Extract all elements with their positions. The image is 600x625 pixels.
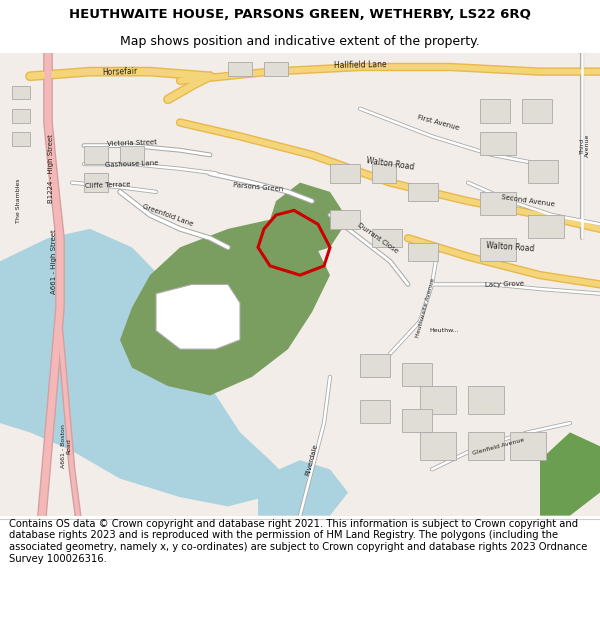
Text: Map shows position and indicative extent of the property.: Map shows position and indicative extent… <box>120 35 480 48</box>
Polygon shape <box>12 86 30 99</box>
Text: Heuthwaite Avenue: Heuthwaite Avenue <box>416 277 436 338</box>
Text: Glenfield Avenue: Glenfield Avenue <box>472 437 524 456</box>
Polygon shape <box>372 229 402 248</box>
Text: Second Avenue: Second Avenue <box>501 194 555 208</box>
Polygon shape <box>84 146 108 164</box>
Polygon shape <box>420 432 456 460</box>
Text: A661 - High Street: A661 - High Street <box>51 229 57 294</box>
Polygon shape <box>480 132 516 155</box>
Text: Gashouse Lane: Gashouse Lane <box>105 160 159 168</box>
Polygon shape <box>480 99 510 122</box>
Polygon shape <box>372 164 396 182</box>
Polygon shape <box>528 215 564 238</box>
Text: HEUTHWAITE HOUSE, PARSONS GREEN, WETHERBY, LS22 6RQ: HEUTHWAITE HOUSE, PARSONS GREEN, WETHERB… <box>69 8 531 21</box>
Text: Greenfold Lane: Greenfold Lane <box>142 203 194 227</box>
Text: First Avenue: First Avenue <box>416 114 460 131</box>
Polygon shape <box>540 432 600 516</box>
Text: B1224 - High Street: B1224 - High Street <box>48 134 54 203</box>
Polygon shape <box>0 229 288 506</box>
Text: Parsons Green: Parsons Green <box>233 182 283 192</box>
Polygon shape <box>468 432 504 460</box>
Polygon shape <box>12 109 30 122</box>
Polygon shape <box>258 460 348 516</box>
Text: Riverdale: Riverdale <box>305 444 319 477</box>
Text: Horsefair: Horsefair <box>102 66 138 77</box>
Polygon shape <box>156 284 240 349</box>
Polygon shape <box>330 211 360 229</box>
Text: Victoria Street: Victoria Street <box>107 139 157 147</box>
Polygon shape <box>264 62 288 76</box>
Polygon shape <box>480 238 516 261</box>
Polygon shape <box>84 173 108 192</box>
Polygon shape <box>468 386 504 414</box>
Text: Cliffe Terrace: Cliffe Terrace <box>85 181 131 189</box>
Text: Walton Road: Walton Road <box>485 241 535 254</box>
Polygon shape <box>330 164 360 182</box>
Polygon shape <box>360 354 390 377</box>
Polygon shape <box>528 159 558 182</box>
Text: The Shambles: The Shambles <box>16 179 20 223</box>
Polygon shape <box>228 62 252 76</box>
Polygon shape <box>522 99 552 122</box>
Text: Walton Road: Walton Road <box>365 156 415 172</box>
Polygon shape <box>480 192 516 215</box>
Polygon shape <box>120 146 144 164</box>
Polygon shape <box>360 400 390 423</box>
Polygon shape <box>408 182 438 201</box>
Text: Heuthw...: Heuthw... <box>429 328 459 333</box>
Text: Hallfield Lane: Hallfield Lane <box>334 60 386 69</box>
Text: A661 - Boston
Road: A661 - Boston Road <box>61 424 71 468</box>
Polygon shape <box>402 363 432 386</box>
Text: Lacy Grove: Lacy Grove <box>484 281 524 288</box>
Polygon shape <box>12 132 30 146</box>
Polygon shape <box>420 386 456 414</box>
Polygon shape <box>120 219 330 396</box>
Text: Durrant Close: Durrant Close <box>356 222 400 254</box>
Polygon shape <box>408 242 438 261</box>
Polygon shape <box>264 182 348 257</box>
Text: Third
Avenue: Third Avenue <box>580 134 590 158</box>
Polygon shape <box>510 432 546 460</box>
Text: Contains OS data © Crown copyright and database right 2021. This information is : Contains OS data © Crown copyright and d… <box>9 519 587 564</box>
Polygon shape <box>402 409 432 432</box>
